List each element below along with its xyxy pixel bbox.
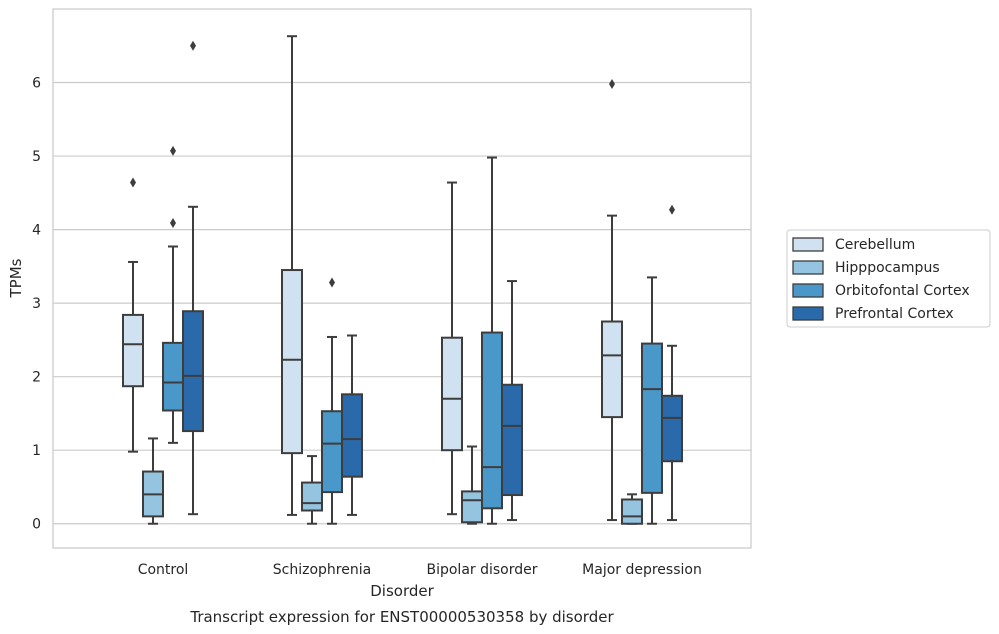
box-body <box>601 320 623 419</box>
y-tick-label: 5 <box>32 149 41 165</box>
box-body <box>501 383 523 497</box>
box-body <box>281 269 303 455</box>
y-tick-label: 2 <box>32 370 41 386</box>
boxes <box>122 35 683 525</box>
box-2-0 <box>162 145 184 444</box>
box-1-3 <box>621 493 643 525</box>
x-tick-label: Bipolar disorder <box>426 562 537 578</box>
axes-frame <box>52 8 752 549</box>
box-body <box>301 481 323 512</box>
box-body <box>641 342 663 494</box>
legend-swatch <box>792 260 824 275</box>
legend-entry-label: Hipppocampus <box>835 260 940 276</box>
y-tick-label: 3 <box>32 296 41 312</box>
legend-swatch <box>792 283 824 298</box>
legend-entry-label: Prefrontal Cortex <box>835 306 954 322</box>
box-body <box>481 331 503 510</box>
box-0-1 <box>281 35 303 516</box>
box-body <box>162 341 184 412</box>
box-body <box>341 393 363 478</box>
legend-entry-label: Orbitofontal Cortex <box>835 283 970 299</box>
box-0-3 <box>601 79 623 522</box>
y-tick-label: 1 <box>32 443 41 459</box>
x-tick-label: Schizophrenia <box>273 562 371 578</box>
y-tick-label: 4 <box>32 223 41 239</box>
box-2-2 <box>481 156 503 525</box>
y-tick-label: 0 <box>32 517 41 533</box>
box-body <box>441 336 463 452</box>
y-axis-label: TPMs <box>7 258 25 298</box>
chart-caption: Transcript expression for ENST0000053035… <box>189 608 614 626</box>
legend-swatch <box>792 306 824 321</box>
box-body <box>122 313 144 388</box>
box-body <box>621 498 643 525</box>
box-body <box>321 410 343 494</box>
legend-entry-label: Cerebellum <box>835 237 915 253</box>
x-tick-labels: Control Schizophrenia Bipolar disorder Majo… <box>138 562 702 578</box>
box-0-0 <box>122 177 144 453</box>
x-tick-label: Major depression <box>582 562 702 578</box>
box-body <box>661 394 683 463</box>
legend-swatch <box>792 237 824 252</box>
outlier-point <box>170 217 176 228</box>
outlier-point <box>170 145 176 156</box>
box-3-0 <box>182 40 204 516</box>
box-1-1 <box>301 455 323 525</box>
y-tick-labels: 0 1 2 3 4 5 6 <box>32 76 41 533</box>
legend: Cerebellum Hipppocampus Orbitofontal Corte… <box>786 229 991 328</box>
outlier-point <box>190 40 196 51</box>
box-1-2 <box>461 445 483 525</box>
box-3-3 <box>661 204 683 522</box>
box-0-2 <box>441 181 463 516</box>
outlier-point <box>130 177 136 188</box>
box-3-2 <box>501 280 523 522</box>
outlier-point <box>329 277 335 288</box>
x-tick-label: Control <box>138 562 189 578</box>
box-body <box>182 310 204 433</box>
box-2-3 <box>641 276 663 525</box>
outlier-point <box>669 204 675 215</box>
x-axis-label: Disorder <box>370 582 434 600</box>
y-tick-label: 6 <box>32 76 41 92</box>
box-1-0 <box>142 437 164 525</box>
legend-frame <box>786 229 991 328</box>
box-2-1 <box>321 277 343 525</box>
outlier-point <box>609 79 615 90</box>
box-body <box>461 490 483 524</box>
box-3-1 <box>341 334 363 516</box>
